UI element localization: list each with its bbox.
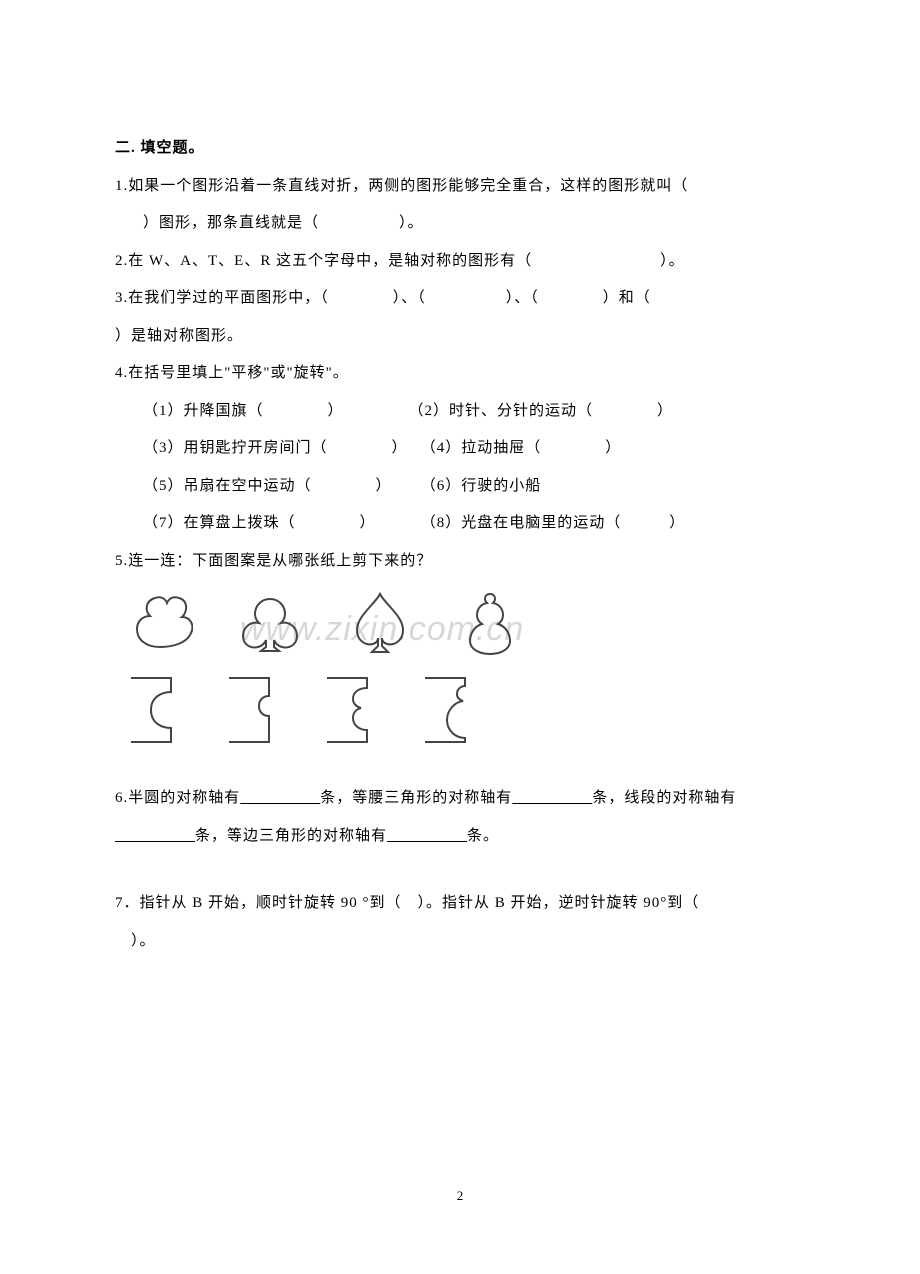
- q4-title: 4.在括号里填上"平移"或"旋转"。: [115, 355, 810, 393]
- q6-text-a: 6.半圆的对称轴有: [115, 790, 240, 806]
- half-shape-3: [321, 672, 379, 750]
- shape-clover: [125, 588, 195, 658]
- q6-text-d: 条，等边三角形的对称轴有: [195, 828, 387, 844]
- shape-club: [235, 588, 305, 658]
- blank-1: [240, 780, 320, 818]
- half-shape-2: [223, 672, 281, 750]
- q6-text-c: 条，线段的对称轴有: [592, 790, 736, 806]
- q1-line2: ）图形，那条直线就是（ ）。: [115, 205, 810, 243]
- q4-row1: （1）升降国旗（ ） （2）时针、分针的运动（ ）: [115, 393, 810, 431]
- q5-title: 5.连一连：下面图案是从哪张纸上剪下来的？: [115, 543, 810, 581]
- blank-2: [512, 780, 592, 818]
- shape-gourd: [455, 588, 525, 658]
- page-content: 二. 填空题。 1.如果一个图形沿着一条直线对折，两侧的图形能够完全重合，这样的…: [0, 0, 920, 1020]
- section-title: 二. 填空题。: [115, 130, 810, 168]
- q3-line2: ）是轴对称图形。: [115, 318, 810, 356]
- blank-3: [115, 818, 195, 856]
- q1-line1: 1.如果一个图形沿着一条直线对折，两侧的图形能够完全重合，这样的图形就叫（: [115, 168, 810, 206]
- page-number: 2: [0, 1188, 920, 1204]
- q6-text-e: 条。: [467, 828, 499, 844]
- q4-row4: （7）在算盘上拨珠（ ） （8）光盘在电脑里的运动（ ）: [115, 505, 810, 543]
- q6-text-b: 条，等腰三角形的对称轴有: [320, 790, 512, 806]
- half-shape-4: [419, 672, 477, 750]
- q2-line: 2.在 W、A、T、E、R 这五个字母中，是轴对称的图形有（ ）。: [115, 243, 810, 281]
- q4-row2: （3）用钥匙拧开房间门（ ） （4）拉动抽屉（ ）: [115, 430, 810, 468]
- q7-line2: ）。: [115, 923, 810, 961]
- q3-line1: 3.在我们学过的平面图形中，（ ）、（ ）、（ ）和（: [115, 280, 810, 318]
- shape-row-top: [115, 588, 810, 658]
- q6-line1: 6.半圆的对称轴有 条，等腰三角形的对称轴有 条，线段的对称轴有: [115, 780, 810, 818]
- q7-line1: 7．指针从 B 开始，顺时针旋转 90 °到（ ）。指针从 B 开始，逆时针旋转…: [115, 885, 810, 923]
- q6-line2: 条，等边三角形的对称轴有 条。: [115, 818, 810, 856]
- shape-row-bottom: [115, 672, 810, 750]
- shape-spade: [345, 588, 415, 658]
- blank-4: [387, 818, 467, 856]
- half-shape-1: [125, 672, 183, 750]
- q4-row3: （5）吊扇在空中运动（ ） （6）行驶的小船: [115, 468, 810, 506]
- spacer: [115, 855, 810, 885]
